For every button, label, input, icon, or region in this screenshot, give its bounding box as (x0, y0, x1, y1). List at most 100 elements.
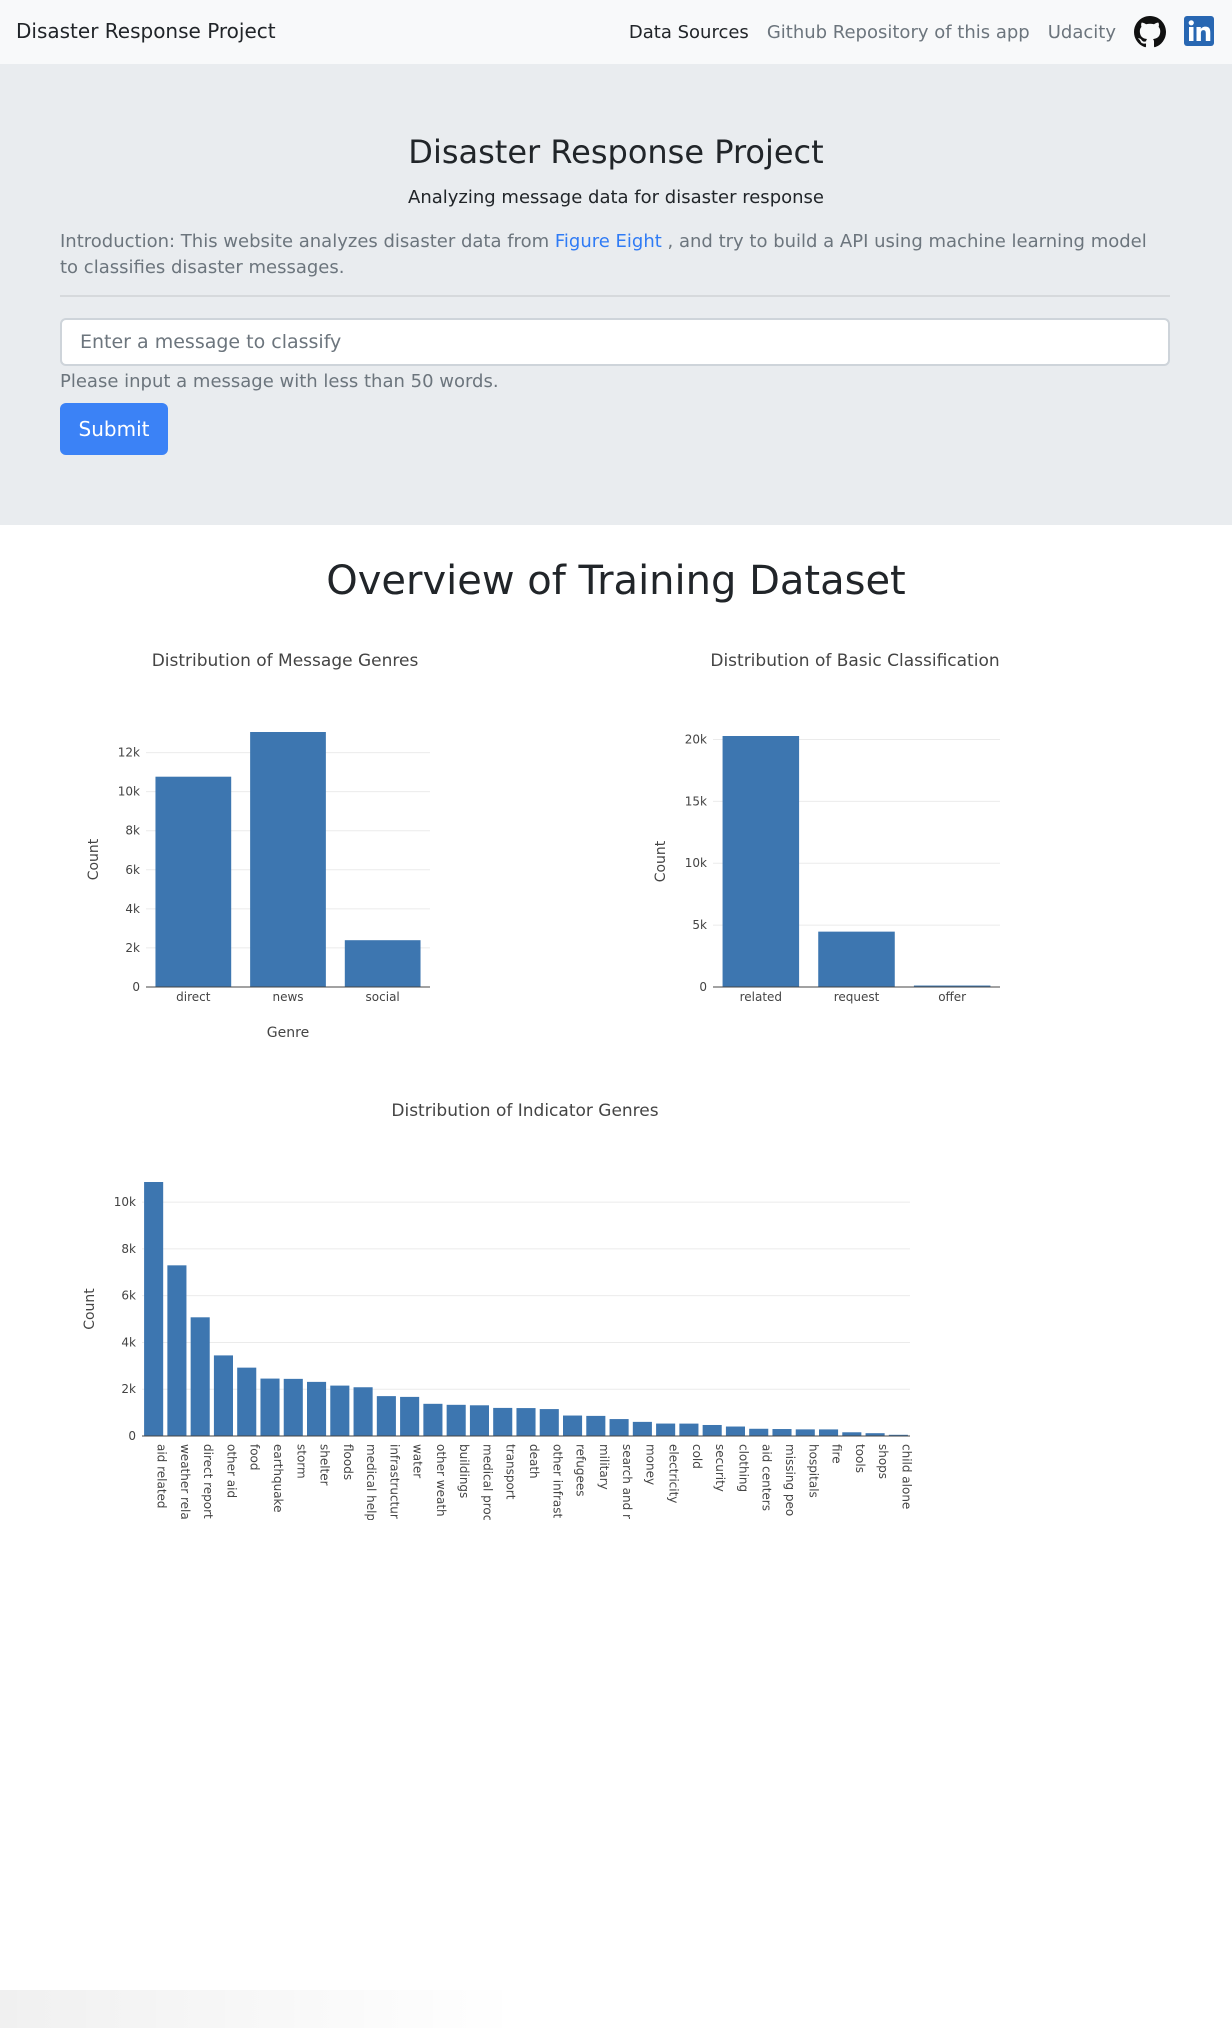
x-tick-label: earthquake (271, 1444, 285, 1512)
y-tick-label: 5k (692, 918, 707, 932)
bar[interactable] (344, 940, 421, 987)
bar[interactable] (423, 1403, 443, 1436)
x-tick-label: other weath (434, 1444, 448, 1517)
bar[interactable] (772, 1429, 792, 1436)
x-tick-label: food (248, 1444, 262, 1471)
intro-suffix: , and try to build a API using machine l… (60, 231, 1147, 278)
bar[interactable] (722, 736, 800, 987)
figure-eight-link[interactable]: Figure Eight (554, 231, 662, 252)
submit-button[interactable]: Submit (60, 403, 168, 455)
y-tick-label: 10k (114, 1195, 136, 1209)
bar[interactable] (516, 1408, 536, 1436)
jumbotron-title: Disaster Response Project (408, 133, 824, 171)
y-tick-label: 12k (118, 746, 140, 760)
bar[interactable] (353, 1387, 373, 1436)
y-tick-label: 10k (118, 785, 140, 799)
x-tick-label: security (713, 1444, 727, 1492)
y-tick-label: 10k (685, 856, 707, 870)
y-tick-label: 0 (699, 980, 707, 994)
x-tick-label: offer (938, 990, 966, 1004)
bar[interactable] (725, 1426, 745, 1436)
bar[interactable] (586, 1415, 606, 1436)
x-tick-label: refugees (574, 1444, 588, 1497)
x-tick-label: transport (504, 1444, 518, 1500)
x-tick-label: search and r (620, 1444, 634, 1519)
x-tick-label: direct (176, 990, 211, 1004)
bar[interactable] (609, 1419, 629, 1436)
bar[interactable] (237, 1367, 257, 1436)
message-input[interactable] (60, 318, 1170, 366)
bar[interactable] (213, 1355, 233, 1436)
chart-indicators-title: Distribution of Indicator Genres (391, 1101, 659, 1121)
x-tick-label: other infrast (550, 1444, 564, 1518)
bar[interactable] (493, 1407, 513, 1436)
y-tick-label: 0 (132, 980, 140, 994)
x-tick-label: fire (830, 1444, 844, 1464)
bar[interactable] (888, 1434, 908, 1436)
x-tick-label: medical proc (480, 1444, 494, 1520)
bar[interactable] (167, 1265, 187, 1436)
bar[interactable] (679, 1423, 699, 1436)
bar[interactable] (656, 1423, 676, 1436)
bar[interactable] (144, 1182, 164, 1436)
bar[interactable] (283, 1378, 303, 1436)
y-tick-label: 4k (121, 1335, 136, 1349)
linkedin-icon[interactable] (1184, 16, 1216, 48)
bar[interactable] (190, 1317, 210, 1436)
bar[interactable] (819, 1429, 839, 1436)
bottom-shadow (0, 1990, 520, 2028)
nav-links: Data Sources Github Repository of this a… (611, 0, 1216, 64)
bar[interactable] (539, 1409, 559, 1436)
chart-message-genres: 0 2k 4k 6k 8k 10k 12k direct news social Count Genr… (86, 732, 430, 1041)
y-tick-label: 2k (121, 1382, 136, 1396)
y-tick-label: 6k (125, 863, 140, 877)
bar[interactable] (469, 1405, 489, 1436)
y-tick-label: 6k (121, 1289, 136, 1303)
bar[interactable] (330, 1385, 350, 1436)
x-tick-label: direct report (201, 1444, 215, 1519)
navbar-brand[interactable]: Disaster Response Project (16, 19, 276, 43)
bar[interactable] (376, 1396, 396, 1436)
bar[interactable] (563, 1415, 583, 1436)
navbar: Disaster Response Project Data Sources G… (0, 0, 1232, 65)
jumbotron: Disaster Response Project Analyzing mess… (0, 65, 1232, 525)
x-tick-label: aid related (155, 1444, 169, 1509)
bar[interactable] (307, 1381, 327, 1436)
x-tick-label: weather rela (178, 1444, 192, 1520)
y-tick-label: 8k (121, 1242, 136, 1256)
x-tick-label: infrastructur (387, 1444, 401, 1519)
github-icon[interactable] (1134, 16, 1166, 48)
chart-basic-classification: 0 5k 10k 15k 20k related request offer Count (653, 732, 1000, 1004)
bar[interactable] (400, 1396, 420, 1436)
x-tick-label: medical help (364, 1444, 378, 1520)
bar[interactable] (155, 776, 232, 987)
bar[interactable] (749, 1428, 769, 1436)
overview-title: Overview of Training Dataset (326, 558, 906, 604)
y-tick-label: 15k (685, 794, 707, 808)
bar[interactable] (632, 1421, 652, 1436)
x-tick-label: other aid (224, 1444, 238, 1498)
y-tick-label: 8k (125, 824, 140, 838)
y-axis-label: Count (86, 838, 102, 880)
divider (60, 295, 1170, 297)
bar[interactable] (795, 1429, 815, 1436)
bar[interactable] (842, 1432, 862, 1436)
x-tick-label: hospitals (806, 1444, 820, 1498)
bar[interactable] (446, 1404, 466, 1436)
input-help-text: Please input a message with less than 50… (60, 371, 499, 392)
x-tick-label: child alone (899, 1444, 913, 1509)
nav-link-github-repo[interactable]: Github Repository of this app (766, 21, 1030, 43)
chart-genres-title: Distribution of Message Genres (151, 651, 419, 671)
x-tick-label: shelter (318, 1444, 332, 1486)
bar[interactable] (250, 732, 326, 987)
nav-link-udacity[interactable]: Udacity (1047, 21, 1116, 43)
nav-link-data-sources[interactable]: Data Sources (628, 21, 749, 43)
bar[interactable] (865, 1433, 885, 1436)
bar[interactable] (913, 985, 991, 987)
intro-text: Introduction: This website analyzes disa… (60, 229, 1170, 281)
y-tick-label: 4k (125, 902, 140, 916)
bar[interactable] (818, 931, 895, 987)
bar[interactable] (260, 1378, 280, 1436)
bar[interactable] (702, 1424, 722, 1436)
x-tick-label: electricity (667, 1444, 681, 1503)
